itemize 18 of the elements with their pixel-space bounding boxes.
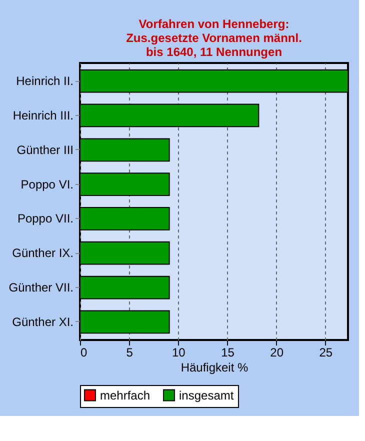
y-tick-label: Günther VII. xyxy=(8,280,74,295)
y-tick-label: Günther XI. xyxy=(12,314,74,329)
x-tick-label: 25 xyxy=(319,346,333,360)
x-tick-label: 5 xyxy=(126,346,134,360)
y-tick-label: Günther III xyxy=(16,142,74,157)
x-tick-label: 15 xyxy=(221,346,235,360)
y-tick-label: Günther IX. xyxy=(12,246,74,260)
chart-title: Vorfahren von Henneberg: Zus.gesetzte Vornamen männl. bis 1640, 11 Nennungen xyxy=(126,17,302,59)
y-tick-label: Heinrich II. xyxy=(16,74,74,88)
y-tick-label: Poppo VII. xyxy=(17,212,74,226)
x-tick-label: 0 xyxy=(80,346,88,360)
x-tick-label: 10 xyxy=(172,346,186,360)
legend-label: mehrfach xyxy=(100,388,150,402)
y-tick-label: Heinrich III. xyxy=(12,108,74,122)
legend-label: insgesamt xyxy=(179,388,234,402)
x-axis-title: Häufigkeit % xyxy=(180,360,249,374)
y-tick-label: Poppo VI. xyxy=(20,177,74,192)
x-tick-label: 20 xyxy=(270,346,284,360)
